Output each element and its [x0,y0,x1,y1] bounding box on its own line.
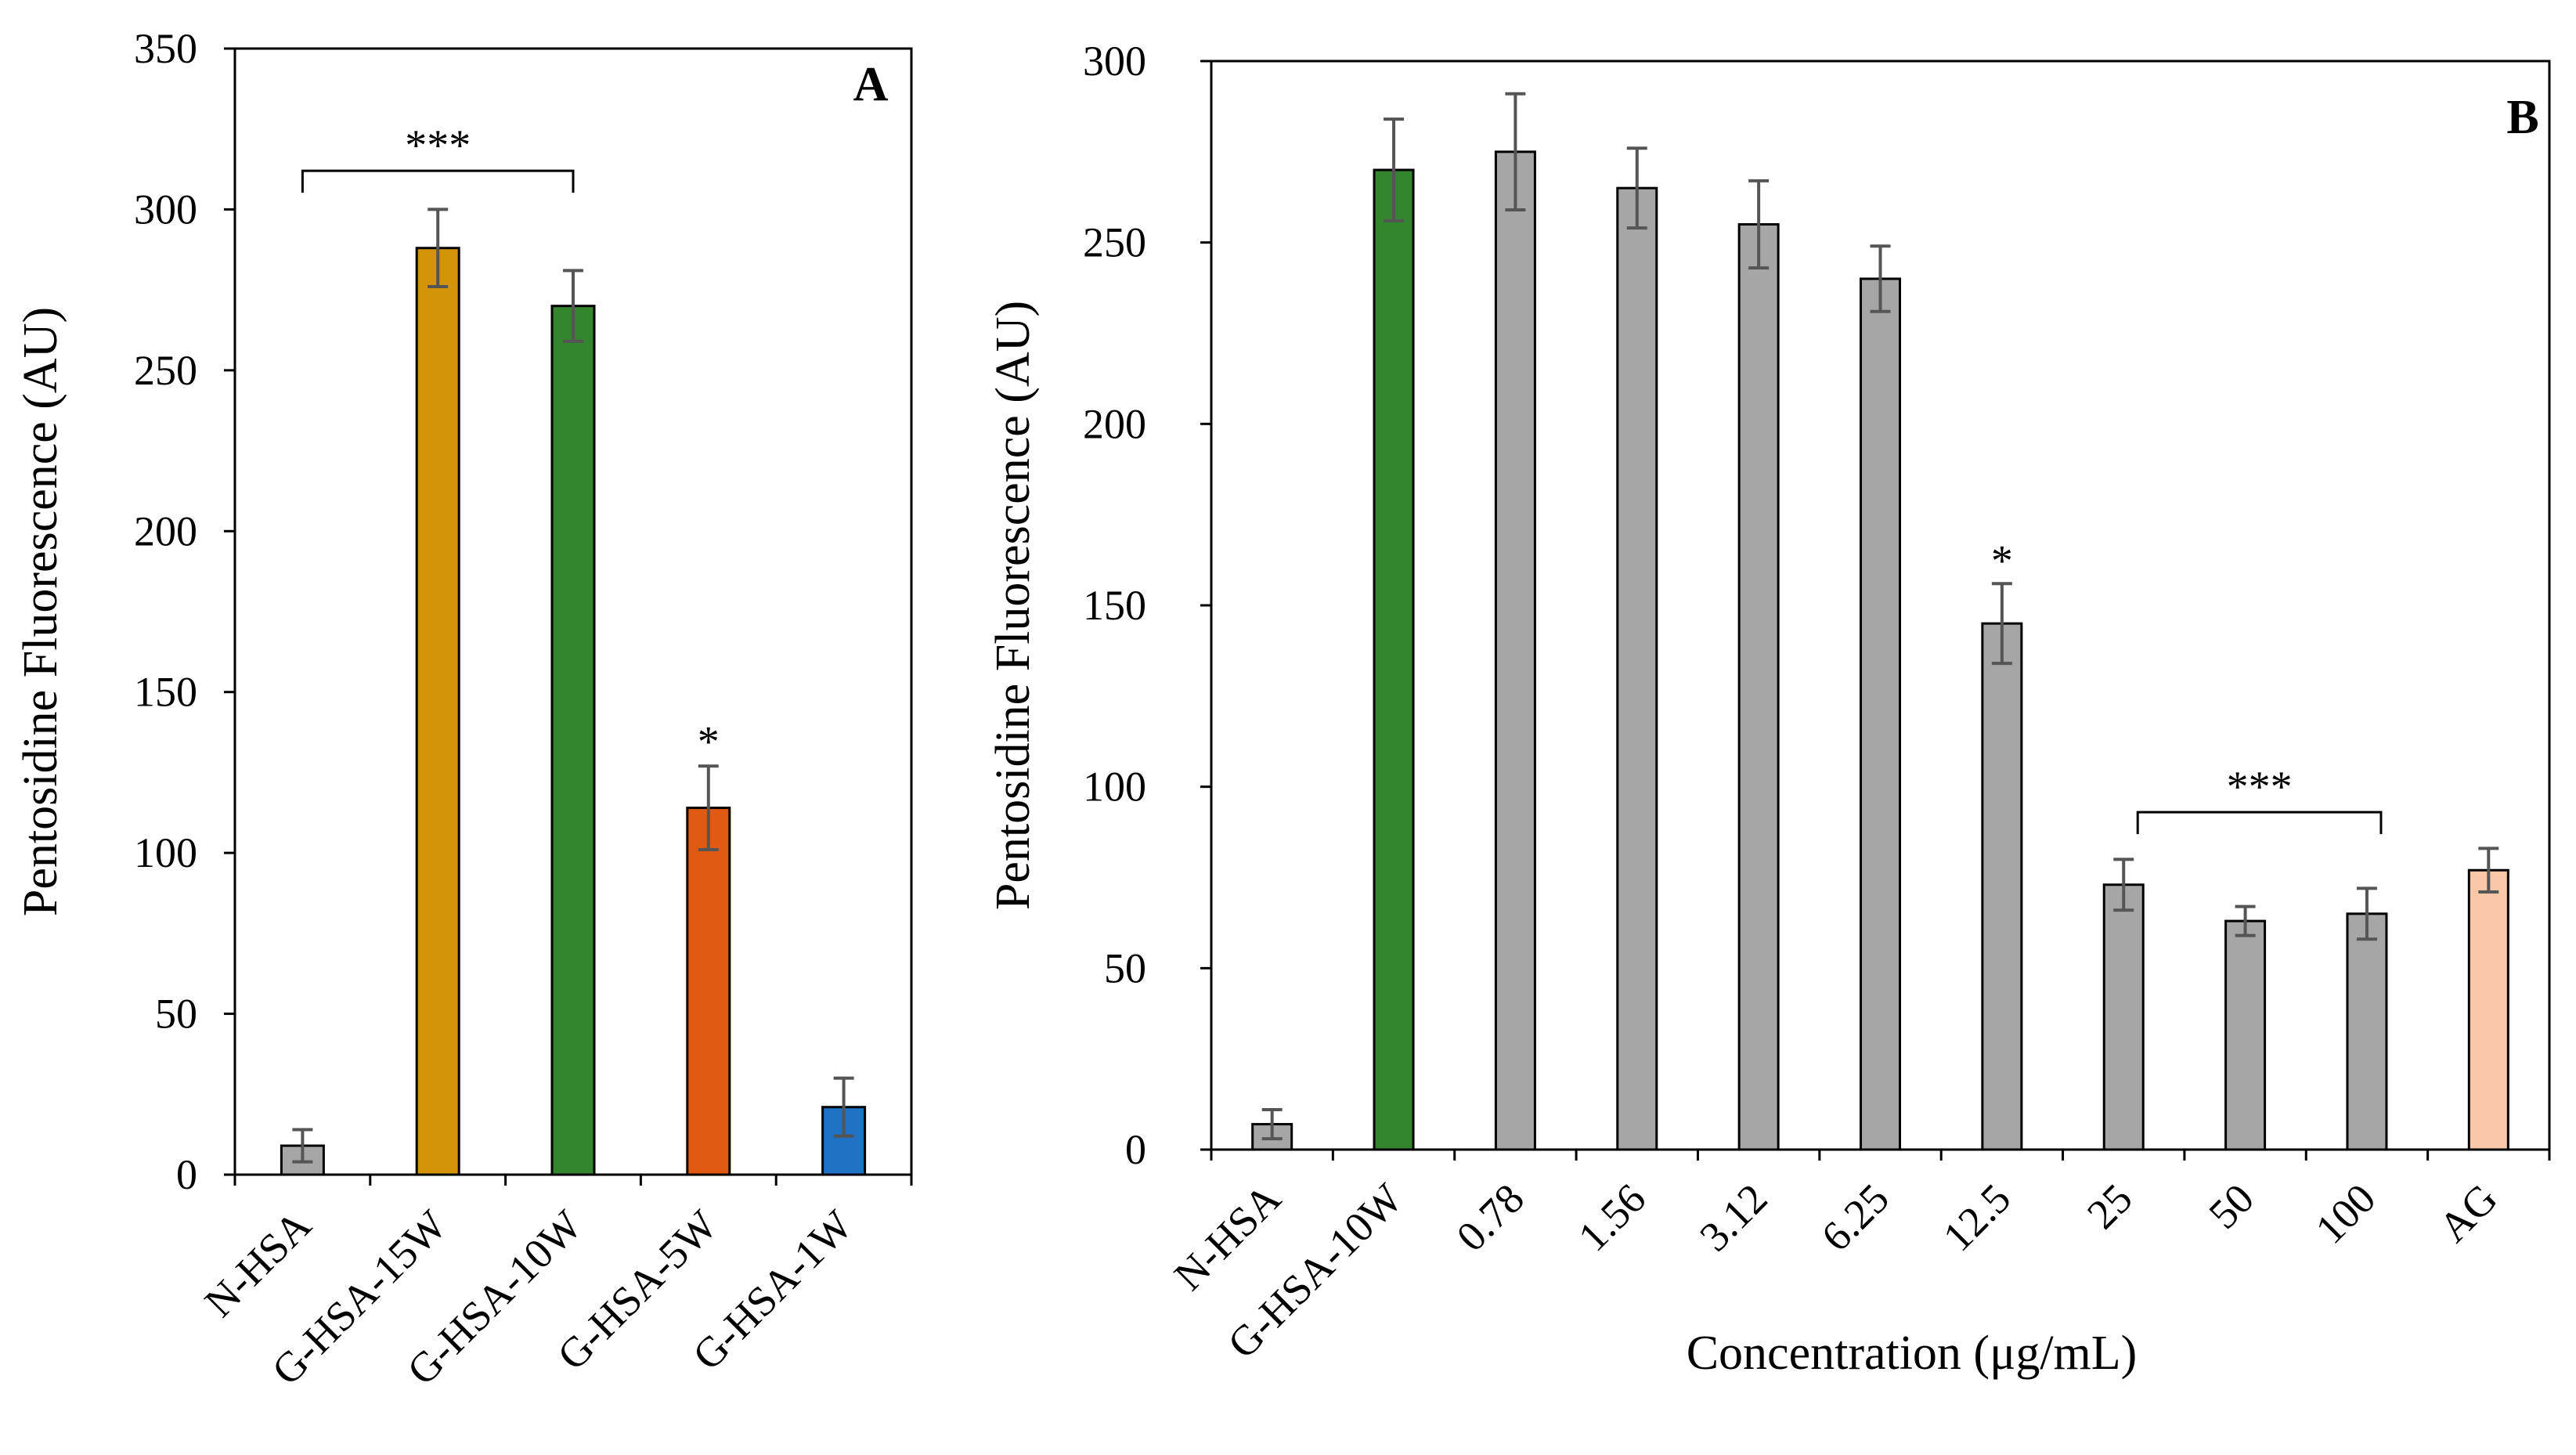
y-tick-label: 0 [1125,1126,1146,1173]
y-tick-label: 50 [1104,944,1146,991]
y-tick-label: 0 [176,1151,197,1198]
category-label: 3.12 [1690,1175,1776,1260]
bar-g-hsa-10w [550,305,596,1176]
bar-25 [2102,883,2145,1151]
category-label: 6.25 [1813,1175,1898,1260]
significance-bracket [2136,811,2383,835]
bar-100 [2346,912,2388,1151]
bar-0-78 [1494,150,1536,1151]
category-label: 0.78 [1448,1175,1533,1260]
chart-panel-a: 050100150200250300350N-HSAG-HSA-15WG-HSA… [14,25,913,1394]
y-tick-label: 250 [134,347,197,394]
panel-label: B [2506,91,2538,144]
y-tick-label: 250 [1083,219,1146,266]
y-tick-label: 350 [134,25,197,72]
y-tick-label: 200 [1083,400,1146,447]
bar-g-hsa-5w [686,807,731,1176]
significance-label: *** [405,121,471,170]
bar-50 [2224,919,2267,1151]
y-tick-label: 100 [134,829,197,876]
category-label: 100 [2307,1175,2385,1253]
category-label: N-HSA [1165,1175,1290,1299]
y-tick-label: 200 [134,507,197,554]
y-tick-label: 150 [134,669,197,716]
y-tick-label: 150 [1083,582,1146,629]
category-label: 50 [2199,1175,2263,1238]
category-label: 1.56 [1569,1175,1654,1260]
significance-label: * [698,718,720,767]
significance-label: *** [2227,763,2293,811]
y-axis-title: Pentosidine Fluorescence (AU) [987,301,1040,910]
significance-label: * [1991,537,2013,586]
bar-12-5 [1981,622,2023,1151]
bar-ag [2467,868,2509,1151]
panel-label: A [853,58,889,111]
category-label: 25 [2078,1175,2141,1238]
bar-3-12 [1737,223,1780,1151]
category-label: 12.5 [1934,1175,2019,1260]
y-tick-label: 300 [134,186,197,233]
bar-6-25 [1860,277,1901,1151]
y-tick-label: 300 [1083,38,1146,85]
significance-bracket [301,169,575,193]
x-axis-title: Concentration (μg/mL) [1687,1327,2138,1380]
category-label: N-HSA [196,1201,320,1326]
y-axis-title: Pentosidine Fluorescence (AU) [14,307,67,916]
bar-1-56 [1616,186,1658,1151]
category-label: AG [2430,1175,2506,1251]
y-tick-label: 50 [155,991,197,1038]
bar-g-hsa-10w [1373,168,1415,1151]
y-tick-label: 100 [1083,764,1146,811]
bar-g-hsa-15w [415,247,460,1176]
